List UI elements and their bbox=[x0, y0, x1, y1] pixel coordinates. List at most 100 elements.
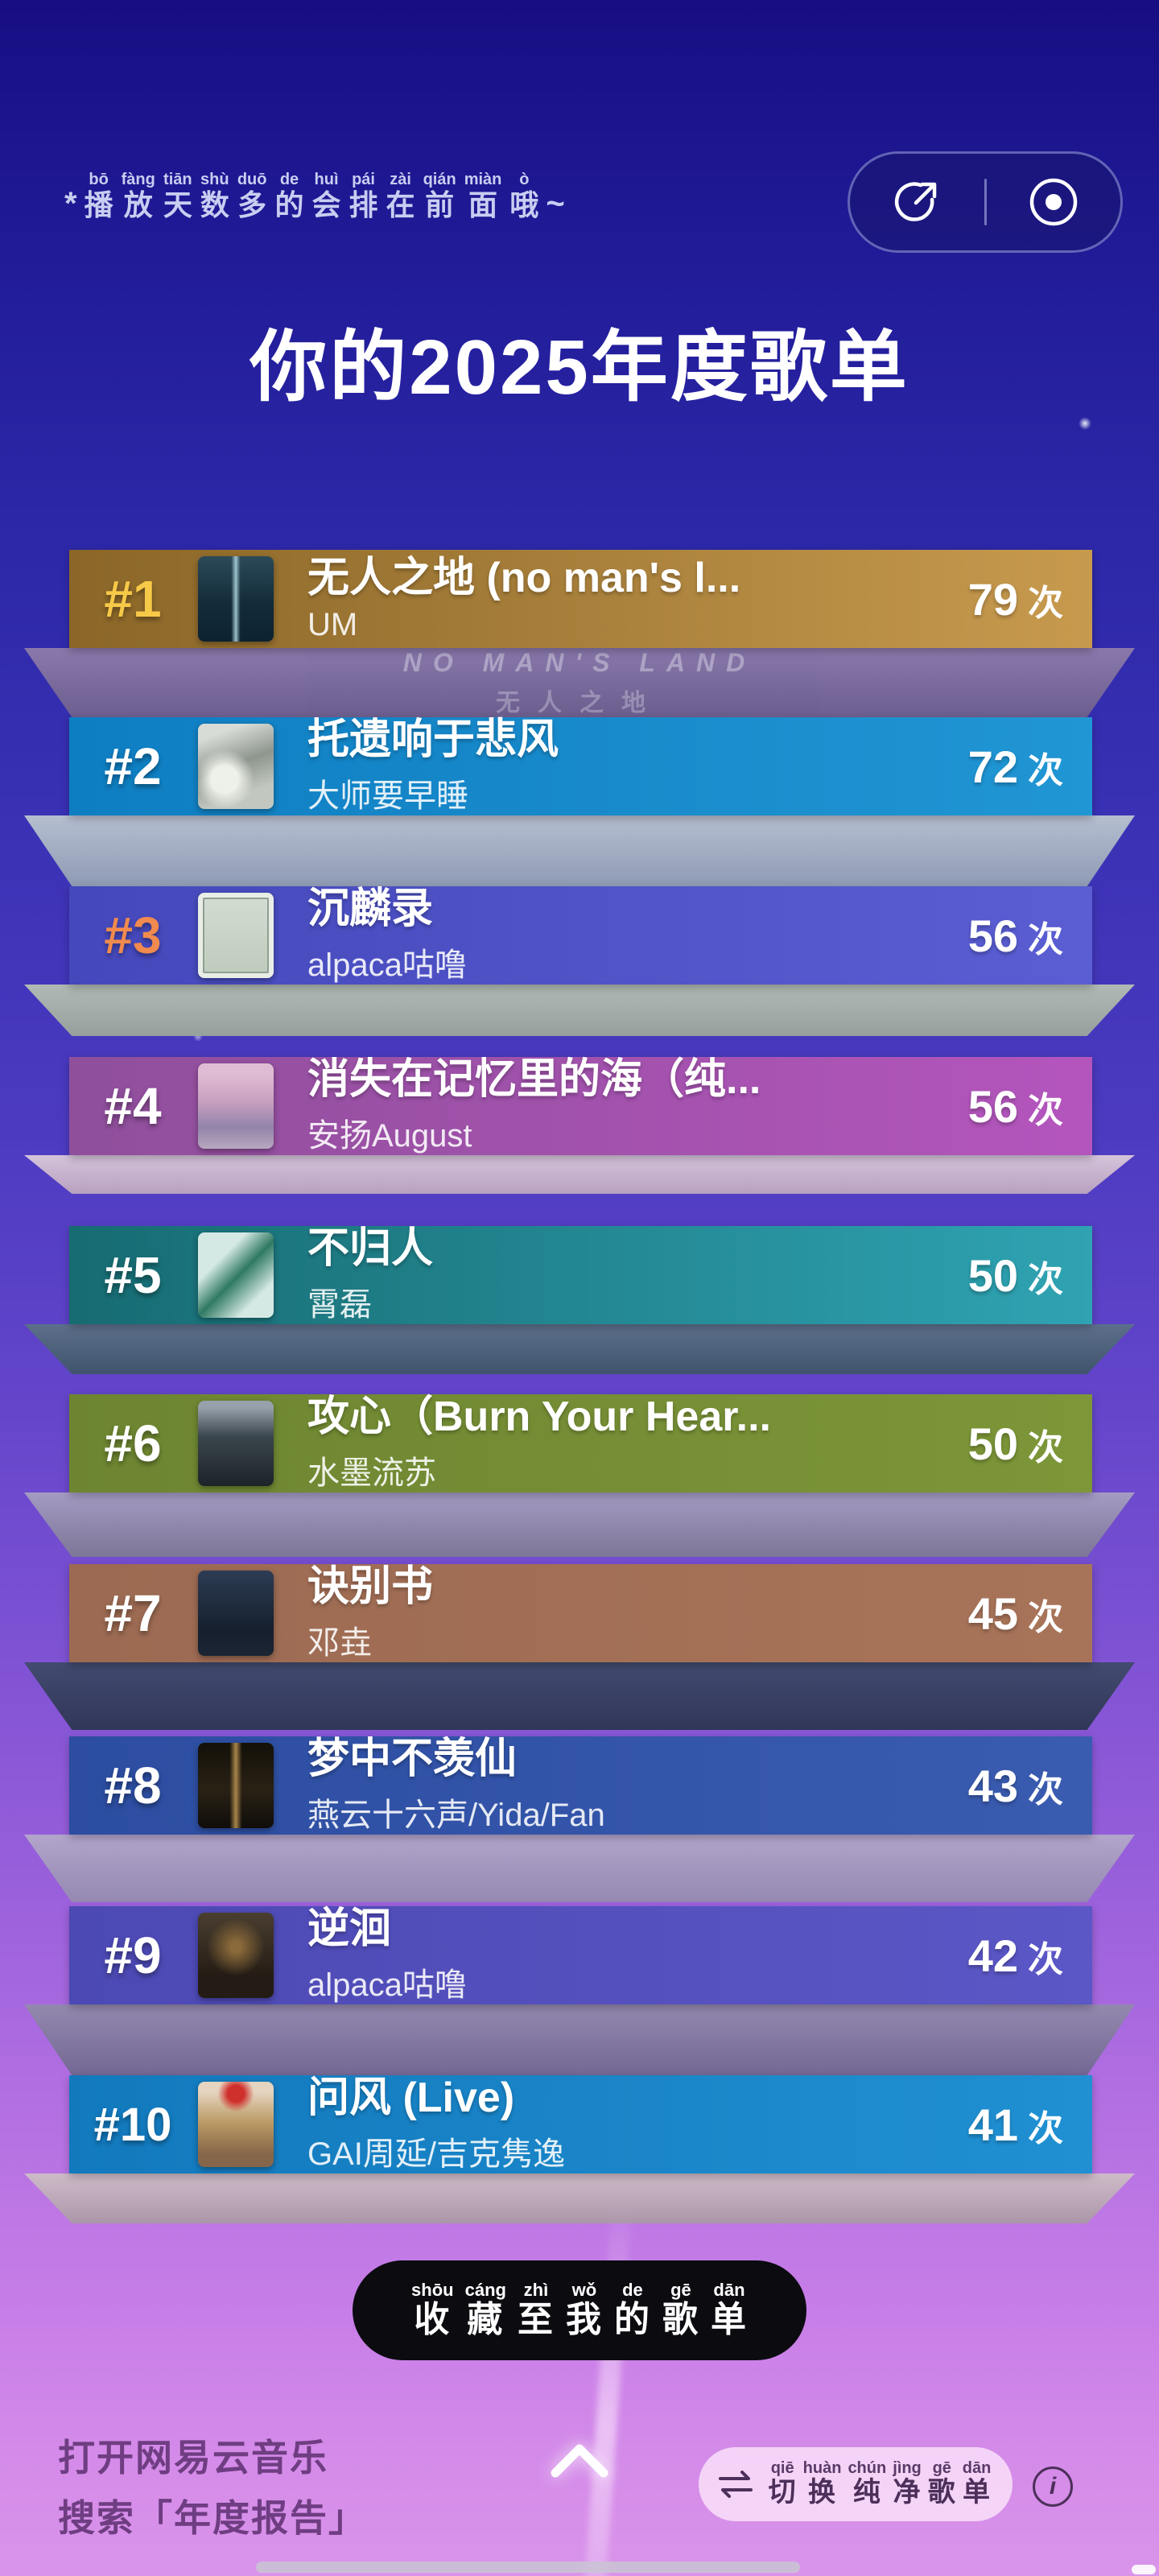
song-meta: 逆洄 alpaca咕噜 bbox=[307, 1905, 968, 2005]
song-row[interactable]: #9 逆洄 alpaca咕噜 42 次 bbox=[69, 1905, 1092, 2005]
play-count-number: 79 bbox=[967, 573, 1018, 625]
note-tilde: ~ bbox=[546, 186, 565, 222]
song-title: 诀别书 bbox=[307, 1563, 434, 1611]
switch-pure-playlist-button[interactable]: qiē 切 huàn 换 chún 纯 jìng 净 gē 歌 dān 单 bbox=[699, 2447, 1013, 2521]
album-reflection-band bbox=[24, 2004, 1135, 2075]
album-art bbox=[198, 724, 274, 809]
song-row[interactable]: #8 梦中不羡仙 燕云十六声/Yida/Fan 43 次 bbox=[69, 1736, 1092, 1835]
play-count: 50 次 bbox=[968, 1418, 1063, 1470]
play-count: 79 次 bbox=[968, 573, 1063, 625]
ruby-unit: wǒ 我 bbox=[565, 2279, 603, 2339]
song-row[interactable]: #3 沉麟录 alpaca咕噜 56 次 bbox=[69, 886, 1092, 985]
play-count-unit: 次 bbox=[1028, 919, 1063, 960]
play-count: 45 次 bbox=[968, 1587, 1063, 1640]
toolbar-pill bbox=[848, 151, 1123, 253]
play-count: 56 次 bbox=[968, 910, 1063, 962]
ruby-unit: de 的 bbox=[613, 2279, 651, 2339]
song-meta: 沉麟录 alpaca咕噜 bbox=[307, 886, 968, 985]
song-title: 逆洄 bbox=[307, 1905, 392, 1953]
scroll-up-button[interactable] bbox=[546, 2436, 613, 2488]
song-title: 无人之地 (no man's l... bbox=[307, 554, 741, 601]
album-reflection-band bbox=[24, 985, 1135, 1036]
rank-badge: #3 bbox=[104, 906, 162, 964]
album-art bbox=[198, 1401, 274, 1486]
song-artist: GAI周延/吉克隽逸 bbox=[307, 2136, 566, 2172]
ruby-unit: bō 播 bbox=[84, 171, 113, 221]
sort-note: * bō 播 fàng 放 tiān 天 shù 数 duō 多 de 的 huì 会 pái 排 zài 在 qi… bbox=[61, 171, 568, 221]
play-count-unit: 次 bbox=[1028, 1597, 1063, 1637]
share-button[interactable] bbox=[885, 170, 949, 234]
rank-badge: #8 bbox=[104, 1757, 162, 1814]
song-artist: 大师要早睡 bbox=[307, 778, 468, 814]
play-count-unit: 次 bbox=[1028, 1259, 1063, 1299]
ruby-unit: huàn 换 bbox=[802, 2459, 842, 2508]
song-meta: 托遗响于悲风 大师要早睡 bbox=[307, 716, 968, 816]
album-reflection-band bbox=[24, 815, 1135, 886]
play-count-number: 56 bbox=[967, 1080, 1018, 1132]
play-count-unit: 次 bbox=[1028, 1090, 1063, 1130]
play-count-number: 72 bbox=[967, 741, 1018, 792]
album-reflection-band bbox=[24, 1155, 1135, 1194]
rank-badge: #4 bbox=[104, 1077, 162, 1135]
song-row[interactable]: #10 问风 (Live) GAI周延/吉克隽逸 41 次 bbox=[69, 2074, 1092, 2174]
switch-ruby-text: qiē 切 huàn 换 chún 纯 jìng 净 gē 歌 dān 单 bbox=[765, 2459, 995, 2508]
album-reflection-band bbox=[24, 1492, 1135, 1557]
open-app-hint: 打开网易云音乐 搜索「年度报告」 bbox=[58, 2428, 367, 2548]
song-meta: 无人之地 (no man's l... UM bbox=[307, 555, 968, 644]
song-row[interactable]: #6 攻心（Burn Your Hear... 水墨流苏 50 次 bbox=[69, 1393, 1092, 1492]
ruby-unit: qián 前 bbox=[423, 171, 456, 221]
play-count: 43 次 bbox=[968, 1760, 1063, 1812]
song-meta: 诀别书 邓垚 bbox=[307, 1563, 968, 1663]
ruby-unit: miàn 面 bbox=[464, 171, 502, 221]
song-title: 托遗响于悲风 bbox=[307, 716, 559, 764]
play-count-unit: 次 bbox=[1028, 583, 1063, 623]
ruby-unit: gē 歌 bbox=[662, 2279, 699, 2339]
collect-to-playlist-button[interactable]: shōu 收 cáng 藏 zhì 至 wǒ 我 de 的 gē 歌 dān 单 bbox=[353, 2260, 806, 2360]
play-count-number: 56 bbox=[967, 910, 1018, 961]
info-button[interactable]: i bbox=[1033, 2467, 1073, 2507]
ruby-unit: tiān 天 bbox=[163, 171, 192, 221]
scrollbar-thumb[interactable] bbox=[1132, 2565, 1156, 2574]
song-artist: 安扬August bbox=[307, 1117, 472, 1154]
rank-badge: #2 bbox=[104, 737, 162, 795]
page-title: 你的2025年度歌单 bbox=[250, 324, 909, 411]
record-button[interactable] bbox=[1021, 170, 1086, 234]
info-icon: i bbox=[1049, 2473, 1057, 2500]
swap-arrows-icon bbox=[718, 2471, 753, 2498]
album-reflection-band bbox=[24, 1324, 1135, 1374]
play-count: 41 次 bbox=[968, 2099, 1063, 2151]
song-title: 不归人 bbox=[307, 1225, 434, 1273]
rank-badge: #5 bbox=[104, 1246, 162, 1304]
play-count-number: 50 bbox=[967, 1418, 1018, 1469]
play-count-unit: 次 bbox=[1028, 1769, 1063, 1810]
disc-icon bbox=[1029, 178, 1077, 226]
toolbar-divider bbox=[984, 179, 987, 225]
ruby-unit: huì 会 bbox=[311, 171, 341, 221]
song-artist: 水墨流苏 bbox=[307, 1455, 436, 1491]
rank-badge: #1 bbox=[104, 570, 162, 628]
album-reflection-band: NO MAN'S LAND 无人之地 bbox=[24, 648, 1135, 717]
note-ruby-text: bō 播 fàng 放 tiān 天 shù 数 duō 多 de 的 huì 会 pái 排 zài 在 qián… bbox=[80, 171, 543, 221]
light-flare bbox=[582, 2197, 633, 2576]
song-row[interactable]: #7 诀别书 邓垚 45 次 bbox=[69, 1563, 1092, 1663]
album-art bbox=[198, 893, 274, 978]
play-count: 42 次 bbox=[968, 1930, 1063, 1982]
album-art bbox=[198, 1743, 274, 1828]
song-row[interactable]: #5 不归人 霄磊 50 次 bbox=[69, 1225, 1092, 1324]
song-title: 消失在记忆里的海（纯... bbox=[307, 1056, 761, 1104]
play-count-number: 41 bbox=[967, 2099, 1018, 2150]
ruby-unit: gē 歌 bbox=[927, 2459, 956, 2508]
song-meta: 梦中不羡仙 燕云十六声/Yida/Fan bbox=[307, 1736, 968, 1835]
play-count-unit: 次 bbox=[1028, 2108, 1063, 2149]
ruby-unit: fàng 放 bbox=[121, 171, 155, 221]
song-artist: 燕云十六声/Yida/Fan bbox=[307, 1797, 605, 1833]
play-count-number: 43 bbox=[967, 1760, 1018, 1811]
song-artist: 霄磊 bbox=[307, 1286, 372, 1323]
album-art bbox=[198, 2082, 274, 2167]
song-row[interactable]: #1 无人之地 (no man's l... UM 79 次 bbox=[69, 550, 1092, 648]
album-reflection-band bbox=[24, 1662, 1135, 1730]
song-row[interactable]: #4 消失在记忆里的海（纯... 安扬August 56 次 bbox=[69, 1056, 1092, 1155]
play-count-number: 50 bbox=[967, 1249, 1018, 1301]
song-row[interactable]: #2 托遗响于悲风 大师要早睡 72 次 bbox=[69, 716, 1092, 816]
